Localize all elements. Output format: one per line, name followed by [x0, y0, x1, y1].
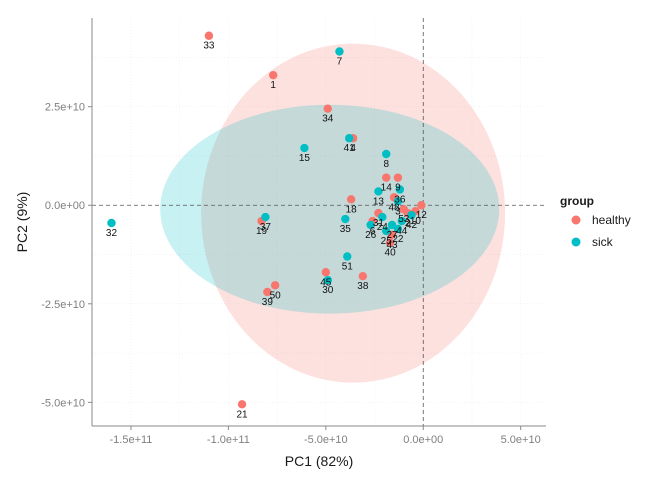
point-healthy-9	[393, 173, 403, 182]
point-sick-26	[366, 220, 375, 230]
point-label-12: 12	[416, 210, 428, 221]
legend-key-healthy	[571, 215, 581, 225]
point-label-15: 15	[299, 153, 311, 164]
confidence-ellipses	[160, 43, 506, 383]
point-label-25: 25	[381, 236, 393, 247]
point-label-34: 34	[322, 114, 334, 125]
y-axis-title: PC2 (9%)	[14, 192, 30, 253]
x-tick-label-3: 0.0e+00	[403, 434, 443, 446]
point-healthy-45	[321, 268, 331, 277]
point-label-40: 40	[385, 248, 397, 259]
axes: -1.5e+11 -1.0e+11 -5.0e+10 0.0e+00 5.0e+10 2.…	[41, 18, 546, 446]
point-label-24: 24	[377, 222, 389, 233]
point-label-1: 1	[270, 80, 276, 91]
point-healthy-38	[358, 272, 368, 281]
point-label-9: 9	[395, 183, 401, 194]
point-healthy-33	[204, 31, 214, 40]
point-sick-30	[323, 275, 332, 285]
point-sick-32	[107, 218, 116, 228]
point-label-22: 22	[392, 234, 404, 245]
data-points	[107, 31, 426, 409]
point-sick-41	[345, 134, 354, 143]
point-sick-35	[341, 214, 350, 224]
x-tick-label-0: -1.5e+11	[110, 434, 153, 446]
point-label-7: 7	[337, 57, 343, 68]
point-label-27: 27	[387, 230, 399, 241]
y-tick-label-3: -5.0e+10	[41, 397, 85, 409]
point-label-10: 10	[410, 216, 422, 227]
point-sick-22	[393, 224, 403, 234]
point-label-30: 30	[322, 285, 334, 296]
point-label-36: 36	[394, 194, 406, 205]
point-label-6: 6	[370, 226, 376, 237]
point-healthy-34	[323, 104, 332, 113]
point-label-3: 3	[395, 206, 401, 217]
point-label-44: 44	[396, 226, 408, 237]
point-label-18: 18	[346, 204, 358, 215]
point-sick-42	[407, 210, 416, 220]
point-healthy-39	[263, 287, 272, 297]
point-sick-37	[261, 212, 270, 222]
point-label-48: 48	[388, 202, 400, 213]
point-label-35: 35	[340, 224, 352, 235]
point-label-42: 42	[406, 220, 418, 231]
point-healthy-12	[417, 201, 426, 210]
legend: group healthy sick	[560, 194, 631, 249]
legend-label-healthy: healthy	[592, 213, 631, 227]
point-healthy-14	[382, 173, 391, 182]
point-label-37: 37	[260, 222, 272, 233]
point-label-33: 33	[203, 41, 215, 52]
point-sick-15	[300, 143, 309, 153]
point-label-26: 26	[365, 230, 377, 241]
point-healthy-40	[385, 238, 395, 247]
point-label-41: 41	[344, 143, 356, 154]
point-label-13: 13	[373, 196, 385, 207]
point-label-31: 31	[373, 218, 385, 229]
point-label-45: 45	[320, 277, 332, 288]
point-sick-13	[374, 187, 383, 196]
point-label-19: 19	[256, 226, 268, 237]
legend-key-sick	[571, 237, 581, 247]
point-sick-7	[335, 47, 344, 56]
reference-lines	[92, 18, 546, 426]
point-healthy-18	[346, 195, 356, 204]
point-label-38: 38	[357, 281, 369, 292]
point-healthy-1	[269, 70, 278, 80]
x-tick-label-2: -5.0e+10	[304, 434, 348, 446]
y-tick-label-2: -2.5e+10	[41, 299, 85, 311]
legend-label-sick: sick	[592, 235, 614, 249]
point-label-50: 50	[270, 290, 282, 301]
legend-title: group	[560, 194, 594, 208]
point-label-51: 51	[342, 261, 354, 272]
point-sick-36	[395, 185, 405, 194]
point-sick-8	[382, 149, 391, 159]
point-label-2: 2	[405, 218, 411, 229]
point-sick-51	[343, 252, 352, 261]
point-label-8: 8	[383, 159, 389, 170]
y-tick-label-1: 0.0e+00	[45, 200, 85, 212]
ellipse-sick	[160, 104, 500, 314]
ellipse-healthy	[201, 43, 506, 383]
point-healthy-50	[270, 281, 280, 290]
point-label-43: 43	[387, 240, 399, 251]
x-tick-label-1: -1.0e+11	[207, 434, 250, 446]
point-label-53: 53	[398, 214, 410, 225]
point-sick-24	[378, 212, 387, 222]
point-sick-44	[397, 216, 407, 226]
point-label-21: 21	[236, 409, 248, 420]
point-label-4: 4	[350, 143, 356, 154]
point-label-32: 32	[106, 228, 118, 239]
y-tick-label-0: 2.5e+10	[45, 102, 85, 114]
point-sick-25	[382, 226, 391, 236]
x-axis-title: PC1 (82%)	[285, 453, 353, 469]
point-label-39: 39	[262, 297, 274, 308]
point-sick-3	[393, 197, 403, 206]
x-tick-label-4: 5.0e+10	[501, 434, 541, 446]
point-healthy-21	[237, 400, 247, 409]
point-label-14: 14	[381, 183, 393, 194]
